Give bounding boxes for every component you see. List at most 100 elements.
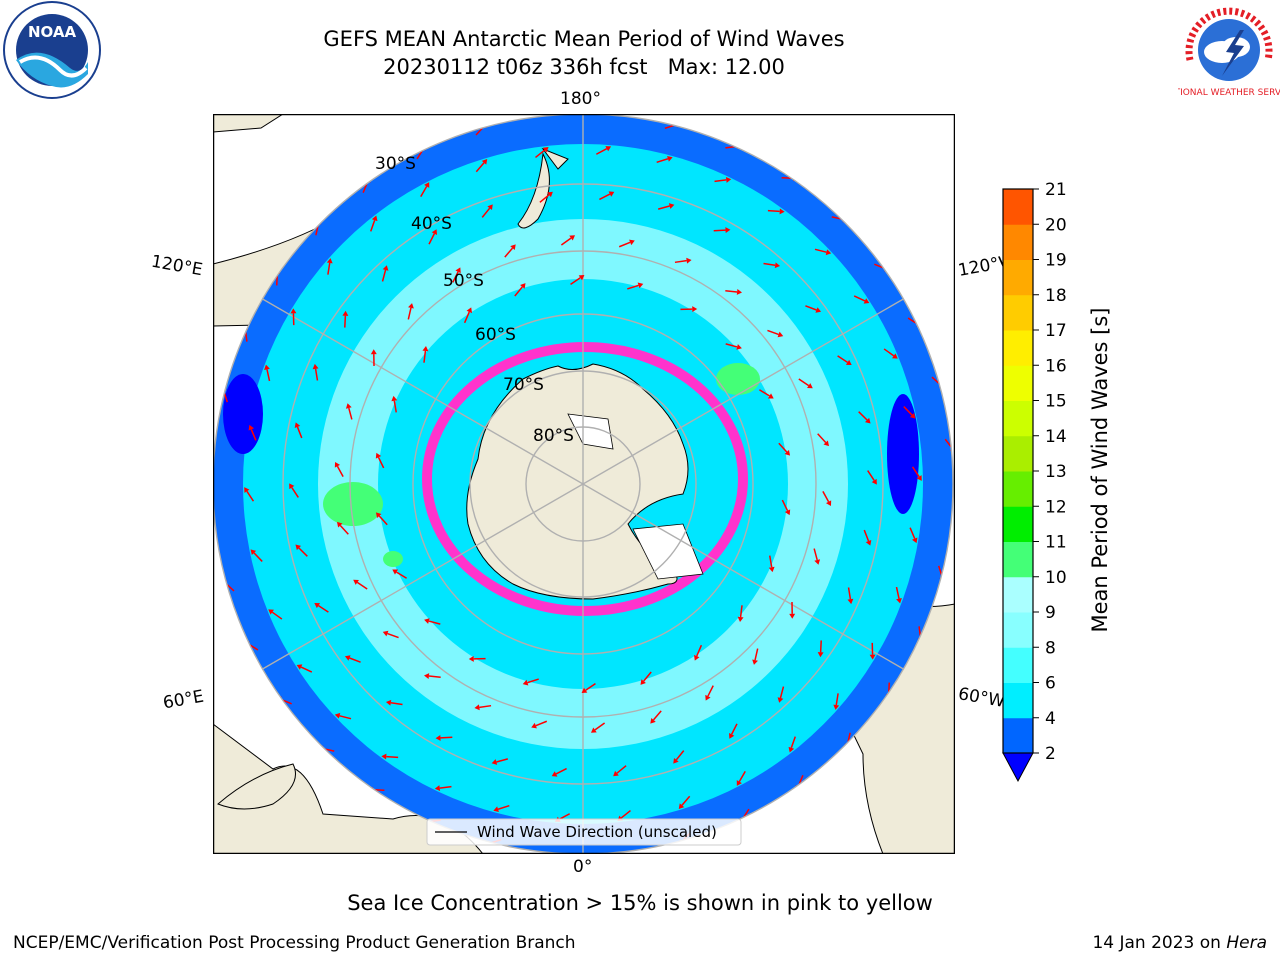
wave-direction-arrow bbox=[428, 233, 436, 245]
wave-direction-arrowhead bbox=[825, 249, 832, 256]
wave-direction-arrowhead bbox=[777, 331, 784, 338]
wave-direction-arrowhead bbox=[392, 569, 399, 575]
colorbar-segment bbox=[1003, 400, 1033, 437]
wave-direction-arrowhead bbox=[353, 579, 359, 585]
wave-direction-arrowhead bbox=[382, 265, 389, 271]
wave-direction-arrow bbox=[798, 378, 810, 387]
wave-direction-arrow bbox=[858, 411, 868, 421]
polar-map: 30°S 40°S 50°S 60°S 70°S 80°S Wind Wave … bbox=[213, 114, 955, 854]
wave-direction-arrow bbox=[754, 648, 759, 661]
colorbar-tick-label: 8 bbox=[1045, 638, 1056, 658]
wave-direction-arrow bbox=[535, 149, 546, 159]
wave-direction-arrowhead bbox=[608, 191, 615, 197]
wave-direction-arrow bbox=[595, 148, 608, 155]
colorbar-segment bbox=[1003, 365, 1033, 401]
wave-direction-arrowhead bbox=[865, 540, 872, 546]
wave-direction-arrow bbox=[407, 307, 412, 320]
wave-direction-arrowhead bbox=[768, 566, 775, 573]
colorbar-segment bbox=[1003, 435, 1033, 472]
wave-direction-arrow bbox=[381, 269, 387, 282]
wave-direction-arrow bbox=[822, 490, 830, 503]
wave-direction-arrow bbox=[696, 644, 703, 657]
wave-direction-arrowhead bbox=[650, 717, 656, 724]
wave-direction-arrowhead bbox=[847, 598, 854, 605]
wave-direction-arrowhead bbox=[752, 659, 758, 665]
wave-direction-arrowhead bbox=[491, 759, 498, 765]
wave-direction-arrowhead bbox=[312, 363, 319, 370]
wave-direction-arrowhead bbox=[531, 722, 537, 729]
wave-direction-arrow bbox=[396, 571, 407, 579]
wave-direction-arrowhead bbox=[823, 440, 830, 447]
wave-direction-arrow bbox=[675, 750, 685, 761]
colorbar-tick-label: 16 bbox=[1045, 356, 1067, 376]
colorbar-segment bbox=[1003, 224, 1033, 260]
wave-direction-arrow bbox=[318, 605, 329, 613]
period-patch bbox=[887, 394, 919, 514]
footer-date-text: 14 Jan 2023 on bbox=[1092, 933, 1221, 953]
wave-direction-arrowhead bbox=[408, 303, 414, 309]
wave-direction-arrowhead bbox=[590, 727, 597, 733]
wave-direction-arrowhead bbox=[250, 549, 257, 555]
nws-logo-text: NATIONAL WEATHER SERVICE bbox=[1178, 88, 1280, 98]
wave-direction-arrowhead bbox=[474, 704, 480, 711]
colorbar-tick-label: 17 bbox=[1045, 321, 1067, 341]
wave-direction-arrow bbox=[805, 305, 817, 311]
wave-direction-arrowhead bbox=[736, 780, 742, 786]
wave-direction-arrowhead bbox=[788, 746, 795, 753]
wave-direction-arrow bbox=[769, 555, 773, 568]
wave-direction-arrowhead bbox=[264, 364, 270, 371]
wave-direction-arrowhead bbox=[381, 753, 387, 760]
lat-label-40: 40°S bbox=[411, 214, 452, 234]
wave-direction-arrowhead bbox=[314, 602, 321, 609]
colorbar-segment bbox=[1003, 541, 1033, 578]
wave-direction-arrowhead bbox=[334, 712, 341, 719]
wave-direction-arrow bbox=[393, 400, 397, 413]
ocean-field bbox=[213, 114, 953, 854]
wave-direction-arrowhead bbox=[344, 655, 351, 661]
wave-direction-arrow bbox=[618, 241, 631, 248]
ice-shelf-ross bbox=[567, 413, 614, 450]
wave-direction-arrow bbox=[497, 804, 510, 810]
wave-direction-arrow bbox=[428, 620, 441, 625]
wave-direction-arrow bbox=[739, 605, 743, 618]
wave-direction-arrow bbox=[514, 286, 523, 297]
ice-shelf-weddell bbox=[632, 523, 704, 580]
colorbar-tick-label: 15 bbox=[1045, 392, 1067, 412]
wave-direction-arrow bbox=[652, 710, 662, 721]
wave-direction-arrow bbox=[452, 271, 459, 283]
wave-direction-arrowhead bbox=[493, 806, 499, 813]
wave-direction-arrow bbox=[813, 548, 818, 561]
wave-direction-arrow bbox=[560, 237, 572, 246]
colorbar-tick-label: 4 bbox=[1045, 709, 1056, 729]
wave-direction-arrowhead bbox=[668, 203, 675, 209]
colorbar-tick-label: 11 bbox=[1045, 533, 1067, 553]
wave-direction-arrow bbox=[713, 229, 726, 232]
wave-direction-arrowhead bbox=[767, 393, 774, 399]
wave-direction-arrow bbox=[643, 671, 652, 682]
colorbar-segment bbox=[1003, 682, 1033, 719]
wave-direction-arrowhead bbox=[774, 262, 781, 269]
wave-direction-arrow bbox=[378, 515, 388, 526]
map-legend: Wind Wave Direction (unscaled) bbox=[426, 818, 742, 846]
wave-direction-arrowhead bbox=[326, 258, 333, 264]
wave-direction-arrowhead bbox=[807, 383, 813, 389]
wave-direction-arrowhead bbox=[542, 146, 549, 153]
wave-direction-arrowhead bbox=[424, 182, 430, 188]
wave-direction-arrow bbox=[339, 715, 352, 720]
wave-direction-arrowhead bbox=[686, 257, 692, 264]
wave-direction-arrowhead bbox=[825, 500, 832, 507]
wave-direction-arrowhead bbox=[705, 694, 711, 701]
wave-direction-arrow bbox=[253, 552, 263, 562]
wave-direction-arrowhead bbox=[290, 308, 297, 314]
wave-direction-arrow bbox=[527, 678, 539, 684]
wave-direction-arrow bbox=[356, 581, 368, 590]
wave-direction-arrow bbox=[707, 685, 714, 697]
wave-direction-arrowhead bbox=[370, 349, 377, 355]
wave-direction-arrowhead bbox=[385, 699, 392, 706]
colorbar-tick-label: 14 bbox=[1045, 427, 1067, 447]
wave-direction-arrow bbox=[681, 795, 691, 806]
wave-direction-arrow bbox=[627, 284, 639, 290]
meridian-label-180: 180° bbox=[560, 89, 601, 109]
wave-direction-arrowhead bbox=[833, 704, 840, 710]
wave-direction-arrow bbox=[819, 640, 822, 653]
